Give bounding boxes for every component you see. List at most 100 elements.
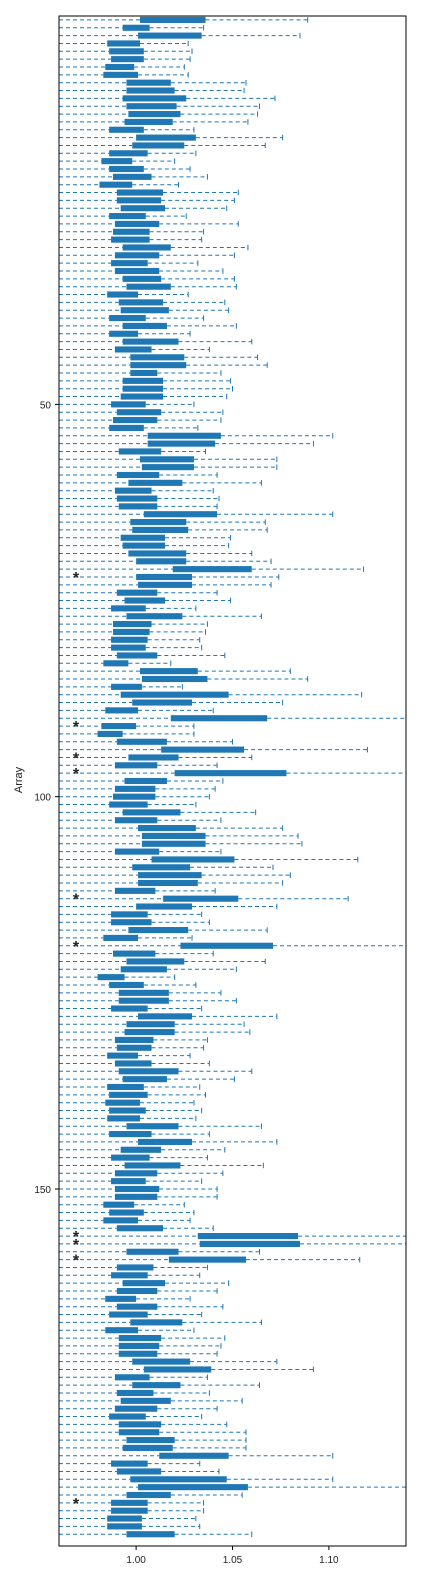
box-iqr (130, 1319, 183, 1326)
box-array-154 (59, 1217, 191, 1224)
outlier-marker-array-119: * (73, 939, 80, 956)
box-array-127 (59, 1005, 203, 1012)
box-array-71 (59, 566, 365, 573)
box-iqr (107, 1115, 140, 1122)
box-iqr (105, 1295, 137, 1302)
box-array-33 (59, 267, 224, 275)
box-array-1 (59, 16, 309, 23)
outlier-marker-array-156: * (73, 1229, 80, 1246)
box-iqr (122, 338, 179, 345)
box-iqr (111, 1460, 148, 1467)
box-iqr (120, 393, 164, 400)
box-array-125 (59, 989, 222, 996)
y-tick-label: 50 (40, 400, 52, 411)
box-array-42 (59, 338, 253, 345)
box-iqr (120, 307, 169, 314)
box-iqr (114, 785, 156, 792)
box-iqr (111, 1005, 148, 1012)
box-iqr (105, 63, 135, 71)
box-iqr (109, 126, 144, 133)
box-array-163 (59, 1287, 218, 1295)
box-array-188 (59, 1484, 406, 1491)
box-array-75 (59, 597, 232, 604)
box-array-175 (59, 1382, 260, 1389)
box-array-36 (59, 291, 189, 298)
box-iqr (101, 158, 133, 165)
box-iqr (147, 432, 221, 439)
box-iqr (109, 330, 139, 337)
box-iqr (126, 1021, 175, 1028)
box-array-122 (59, 966, 237, 973)
box-array-116 (59, 919, 210, 926)
box-iqr (122, 542, 166, 549)
x-tick-label: 1.10 (319, 1555, 339, 1566)
box-iqr (109, 315, 146, 322)
box-array-60 (59, 479, 262, 486)
box-array-46 (59, 369, 222, 377)
box-array-81 (59, 644, 203, 651)
box-array-126 (59, 997, 237, 1004)
box-iqr (130, 362, 187, 369)
box-array-68 (59, 542, 230, 549)
box-array-39 (59, 315, 205, 322)
box-iqr (168, 1256, 246, 1263)
box-array-98 (59, 777, 224, 785)
box-iqr (109, 1131, 152, 1138)
box-iqr (132, 526, 189, 533)
box-array-79 (59, 628, 207, 635)
box-array-133 (59, 1052, 191, 1059)
box-array-11 (59, 95, 276, 102)
box-iqr (122, 322, 167, 329)
box-array-139 (59, 1099, 195, 1106)
box-array-21 (59, 173, 208, 180)
box-array-5 (59, 48, 193, 55)
box-iqr (118, 1429, 160, 1436)
outlier-marker-array-190: * (73, 1496, 80, 1513)
box-iqr (116, 589, 158, 596)
box-iqr (124, 777, 167, 785)
box-array-183 (59, 1444, 247, 1451)
box-array-63 (59, 503, 218, 510)
box-iqr (109, 165, 144, 173)
outlier-marker-array-72: * (73, 570, 80, 587)
box-array-176 (59, 1389, 210, 1397)
box-iqr (116, 1287, 158, 1295)
box-array-194 (59, 1531, 253, 1538)
box-iqr (126, 103, 177, 110)
box-array-72 (59, 573, 280, 581)
box-array-106 (59, 840, 303, 847)
box-iqr (124, 1029, 175, 1036)
box-iqr (122, 95, 187, 102)
box-array-130 (59, 1029, 251, 1036)
box-iqr (126, 79, 171, 86)
box-iqr (103, 1217, 139, 1224)
box-iqr (111, 401, 146, 408)
box-array-140 (59, 1107, 203, 1114)
box-array-51 (59, 409, 224, 416)
box-iqr (120, 691, 229, 698)
box-iqr (126, 283, 171, 290)
box-iqr (111, 1178, 146, 1185)
box-array-65 (59, 519, 266, 526)
box-iqr (109, 1107, 146, 1114)
box-iqr (132, 699, 193, 706)
box-iqr (112, 173, 152, 180)
y-axis-label: Array (13, 766, 25, 793)
box-iqr (116, 1264, 154, 1271)
box-array-181 (59, 1429, 247, 1436)
box-iqr (103, 934, 139, 941)
x-axis: 1.00 1.05 1.10 (126, 1546, 339, 1566)
box-array-164 (59, 1295, 191, 1302)
box-iqr (126, 1437, 175, 1444)
box-iqr (114, 1185, 160, 1193)
box-array-82 (59, 652, 226, 659)
box-array-170 (59, 1342, 222, 1349)
box-iqr (97, 974, 125, 981)
box-array-89 (59, 707, 214, 714)
box-array-99 (59, 785, 216, 792)
box-iqr (143, 1366, 212, 1373)
box-array-40 (59, 322, 237, 329)
box-iqr (107, 291, 139, 298)
box-iqr (118, 1335, 162, 1342)
box-iqr (128, 111, 181, 118)
